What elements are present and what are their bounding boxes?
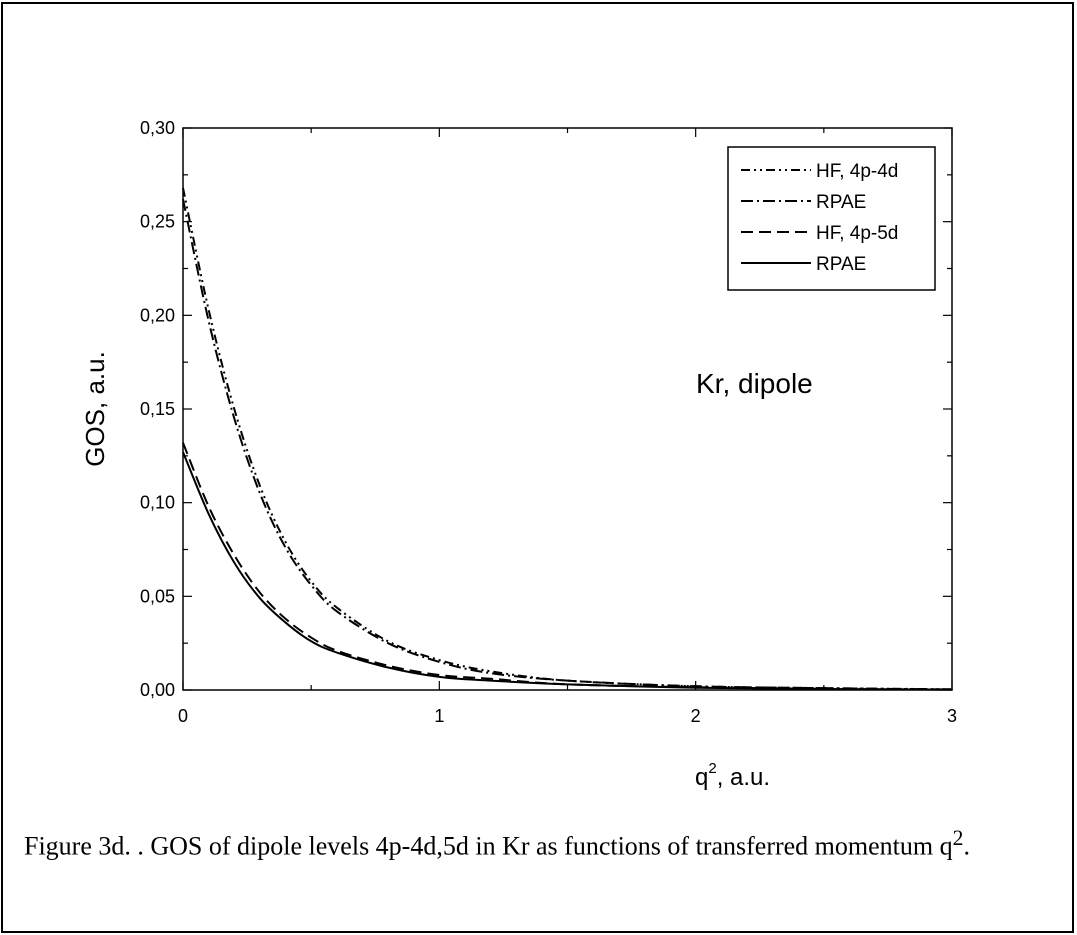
x-tick-label: 1 [434, 706, 444, 726]
legend-label-2: RPAE [816, 192, 866, 213]
x-tick-label: 2 [691, 706, 701, 726]
series-line-4 [182, 451, 953, 691]
y-tick-label: 0,10 [140, 493, 175, 513]
y-axis-label: GOS, a.u. [80, 351, 110, 467]
y-tick-label: 0,15 [140, 399, 175, 419]
series-line-3 [182, 442, 953, 691]
legend-label-3: HF, 4p-5d [816, 223, 898, 244]
figure-caption: Figure 3d. . GOS of dipole levels 4p-4d,… [24, 822, 1054, 863]
caption-end: . [963, 831, 970, 861]
x-tick-label: 3 [947, 706, 957, 726]
legend-label-1: HF, 4p-4d [816, 161, 898, 182]
legend-box [727, 146, 936, 291]
x-tick-label: 0 [178, 706, 188, 726]
chart-annotation: Kr, dipole [696, 368, 813, 399]
caption-text: Figure 3d. . GOS of dipole levels 4p-4d,… [24, 831, 953, 861]
y-tick-label: 0,25 [140, 212, 175, 232]
legend-label-4: RPAE [816, 254, 866, 275]
caption-superscript: 2 [952, 826, 964, 850]
x-axis-label: q2, a.u. [695, 760, 770, 791]
y-tick-label: 0,20 [140, 305, 175, 325]
y-tick-label: 0,00 [140, 680, 175, 700]
y-tick-label: 0,30 [140, 118, 175, 138]
y-tick-label: 0,05 [140, 586, 175, 606]
